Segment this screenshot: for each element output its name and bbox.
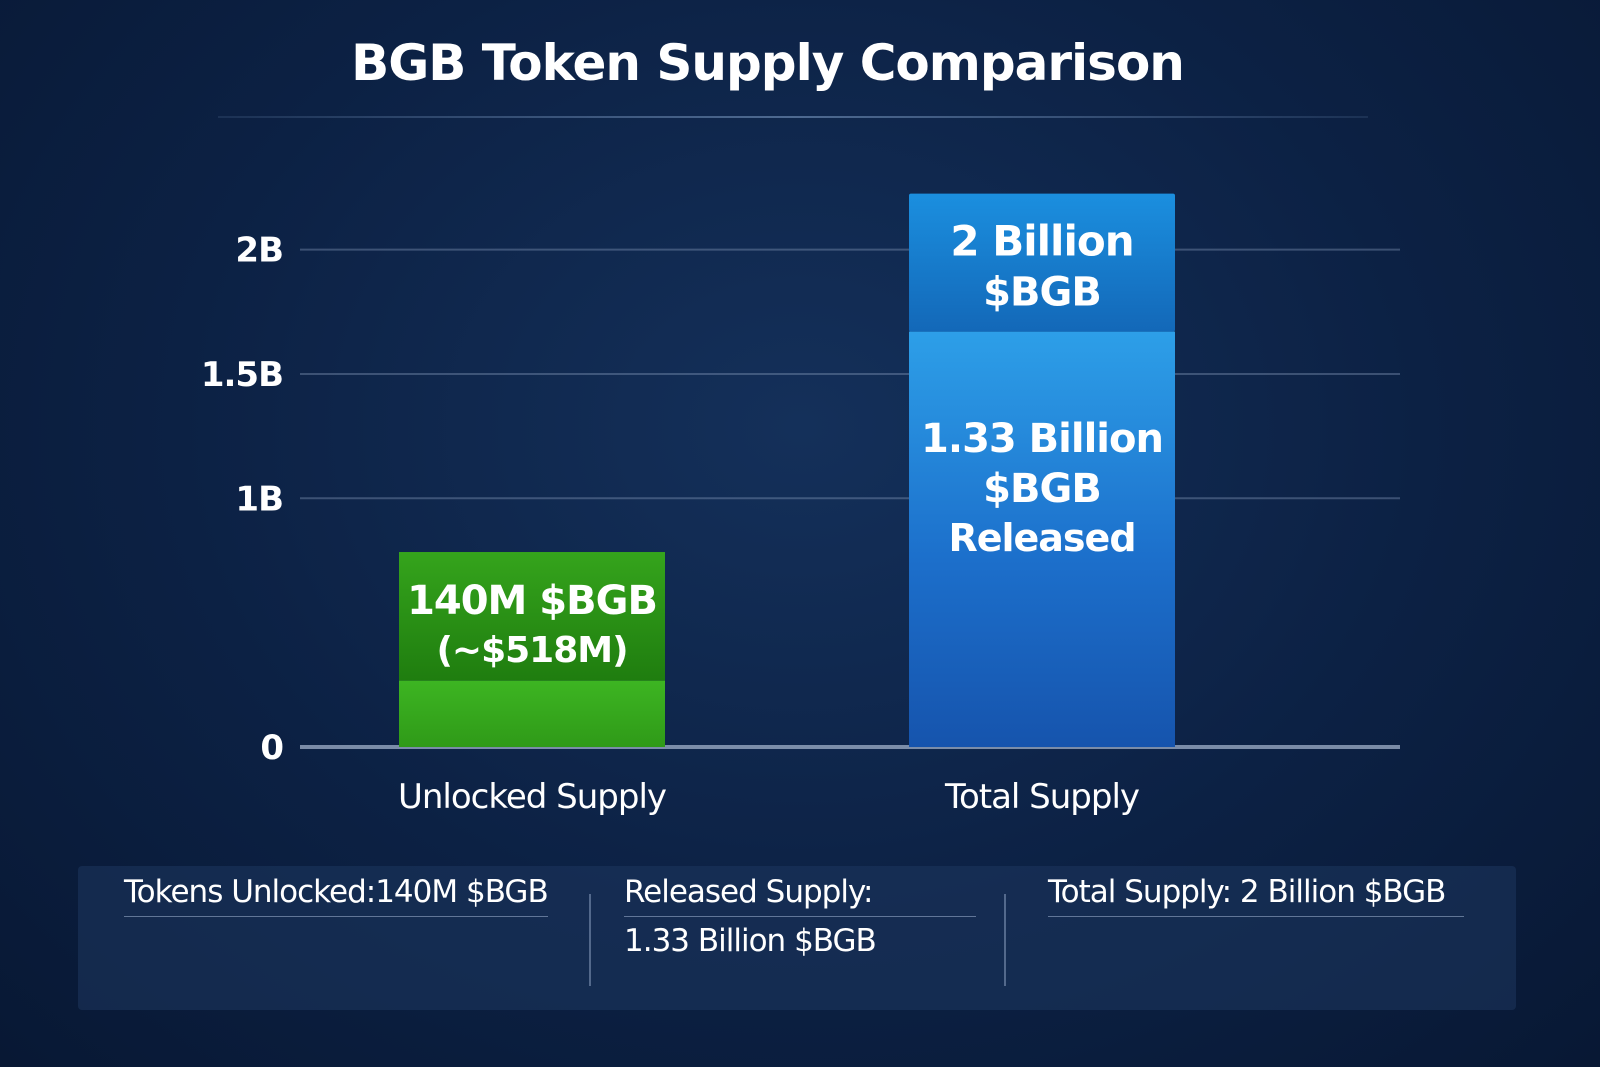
chart-title: BGB Token Supply Comparison: [351, 34, 1185, 92]
bar-chart: 0 1B 1.5B 2B Unlocked Supply Total Supply 140M…: [201, 193, 1400, 817]
y-tick-label-2: 1.5B: [201, 355, 283, 395]
summary-released-label: Released Supply:: [624, 874, 873, 910]
summary-panel: Tokens Unlocked:140M $BGB Released Suppl…: [78, 866, 1516, 1010]
summary-released-cell: Released Supply: 1.33 Billion $BGB: [624, 866, 976, 1010]
summary-total-rule: [1048, 916, 1464, 917]
bar-unlocked-usd-label: (~$518M): [436, 630, 627, 671]
summary-unlocked-rule: [124, 916, 548, 917]
summary-released-value: 1.33 Billion $BGB: [624, 923, 877, 959]
title-divider: [218, 116, 1368, 118]
y-tick-label-1: 1B: [235, 479, 283, 519]
bar-total-released-segment: [909, 331, 1175, 747]
y-tick-label-0: 0: [260, 728, 283, 768]
y-tick-label-3: 2B: [235, 231, 283, 271]
summary-released-rule: [624, 916, 976, 917]
bar-unlocked: [399, 680, 665, 747]
summary-total-cell: Total Supply: 2 Billion $BGB: [1048, 866, 1464, 1010]
summary-total-text: Total Supply: 2 Billion $BGB: [1048, 874, 1446, 910]
x-category-label-0: Unlocked Supply: [398, 777, 667, 817]
summary-divider-2: [1004, 894, 1006, 986]
summary-unlocked-text: Tokens Unlocked:140M $BGB: [124, 874, 549, 910]
bar-released-value-label: 1.33 Billion: [921, 416, 1163, 462]
bar-total-cap-segment: [909, 193, 1175, 332]
bar-unlocked-label-section: [399, 552, 665, 681]
x-category-label-1: Total Supply: [944, 777, 1140, 817]
bar-total-unit-label: $BGB: [983, 270, 1101, 316]
bar-total-value-label: 2 Billion: [950, 217, 1133, 266]
bar-unlocked-value-label: 140M $BGB: [407, 578, 657, 624]
summary-divider-1: [589, 894, 591, 986]
summary-unlocked-cell: Tokens Unlocked:140M $BGB: [124, 866, 549, 1010]
bar-released-status-label: Released: [948, 516, 1135, 560]
bar-released-unit-label: $BGB: [983, 466, 1101, 512]
